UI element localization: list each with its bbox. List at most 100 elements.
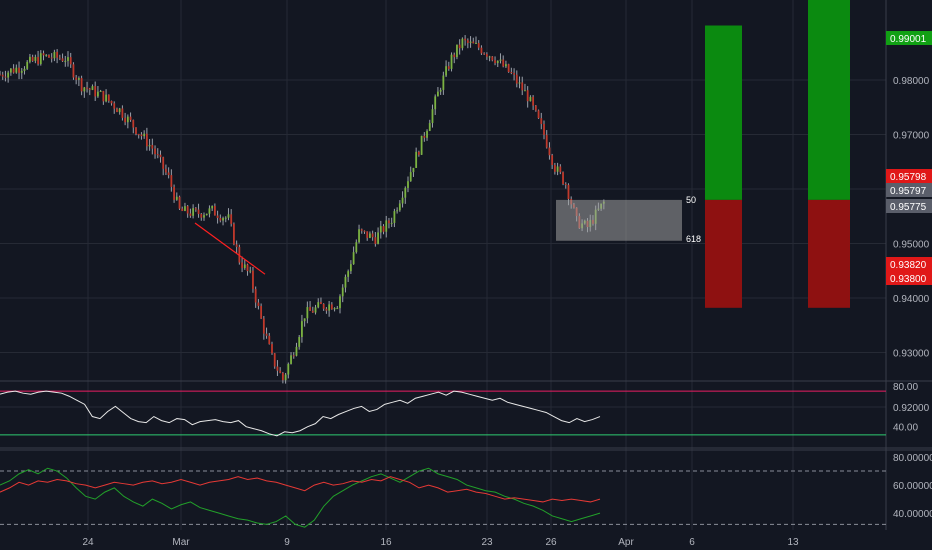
candle-down (1, 74, 4, 77)
candle-down (56, 51, 59, 58)
candle-down (173, 186, 175, 200)
candle-up (295, 346, 298, 356)
candle-down (48, 54, 50, 58)
candle-down (521, 82, 524, 91)
candle-up (243, 264, 246, 269)
candle-up (20, 70, 23, 73)
x-tick-label: 6 (689, 537, 695, 548)
candle-down (453, 54, 456, 58)
candle-down (311, 310, 314, 313)
candle-down (540, 118, 543, 125)
candle-down (216, 215, 219, 218)
candle-down (276, 366, 279, 371)
candle-down (61, 58, 64, 62)
candle-up (442, 75, 445, 90)
y-tick-label: 0.94000 (893, 294, 930, 305)
candle-down (281, 372, 284, 381)
candle-up (97, 91, 99, 97)
candle-up (556, 166, 559, 172)
candle-up (404, 187, 407, 198)
long-position-target-zone (808, 0, 850, 200)
candle-down (252, 270, 254, 290)
candle-up (412, 167, 415, 173)
x-tick-label: 9 (284, 537, 290, 548)
y-tick-label: 0.95000 (893, 240, 930, 251)
long-position-stop-zone (705, 199, 742, 308)
candle-down (102, 91, 105, 102)
candle-down (309, 307, 311, 311)
candle-down (320, 302, 322, 304)
x-tick-label: 13 (787, 537, 799, 548)
x-tick-label: Apr (618, 537, 634, 548)
candle-down (189, 213, 192, 216)
candle-up (67, 57, 69, 61)
candle-up (456, 44, 458, 58)
candle-up (396, 210, 399, 212)
candle-up (192, 208, 195, 216)
x-tick-label: 26 (545, 537, 557, 548)
candle-up (450, 54, 453, 69)
candle-down (124, 117, 127, 123)
candle-down (246, 264, 249, 272)
candle-down (322, 303, 325, 309)
candle-down (292, 355, 295, 357)
candle-up (9, 68, 12, 73)
candle-down (360, 229, 363, 231)
candle-up (407, 181, 409, 188)
candle-up (475, 42, 477, 44)
candle-up (99, 91, 102, 93)
x-tick-label: Mar (172, 537, 190, 548)
y-tick-label: 0.93000 (893, 349, 930, 360)
candle-down (268, 335, 271, 345)
candle-down (121, 108, 124, 118)
candle-down (110, 100, 113, 104)
stoch-k-line (0, 467, 601, 528)
candle-down (472, 41, 475, 44)
candle-up (369, 233, 371, 238)
candle-up (148, 144, 151, 147)
candle-down (537, 110, 540, 119)
candle-up (208, 208, 211, 214)
candle-down (162, 157, 165, 169)
y-tick-label: 0.98000 (893, 76, 930, 87)
candle-down (260, 305, 263, 319)
candle-down (170, 175, 173, 187)
price-badge-label: 0.95775 (890, 202, 927, 213)
candle-down (257, 302, 260, 306)
candle-down (262, 318, 265, 334)
price-badge (886, 271, 932, 285)
candle-down (502, 59, 505, 67)
candle-up (379, 226, 382, 233)
candle-up (385, 220, 388, 232)
candle-up (336, 308, 339, 310)
candle-up (524, 90, 526, 92)
candle-down (12, 68, 15, 73)
candle-up (409, 172, 412, 182)
candle-down (534, 105, 537, 111)
price-badge (886, 183, 932, 197)
candle-up (290, 355, 292, 364)
candle-up (358, 229, 360, 243)
price-badge-label: 0.93820 (890, 260, 927, 271)
candle-down (515, 74, 518, 84)
candle-up (222, 218, 224, 221)
candle-down (423, 135, 426, 138)
candle-down (213, 206, 216, 216)
candle-down (107, 94, 110, 101)
candle-up (398, 203, 401, 211)
candle-down (235, 244, 238, 247)
candle-down (37, 56, 39, 65)
candle-down (50, 57, 53, 59)
candle-down (154, 148, 156, 155)
candle-up (499, 59, 502, 61)
candle-down (494, 60, 496, 64)
candle-down (279, 370, 282, 373)
candle-down (526, 90, 529, 102)
stoch-y-tick: 40.00000 (893, 509, 932, 520)
rsi-line (0, 390, 601, 437)
candle-up (7, 72, 10, 78)
candle-down (466, 40, 469, 43)
candle-down (382, 226, 385, 232)
